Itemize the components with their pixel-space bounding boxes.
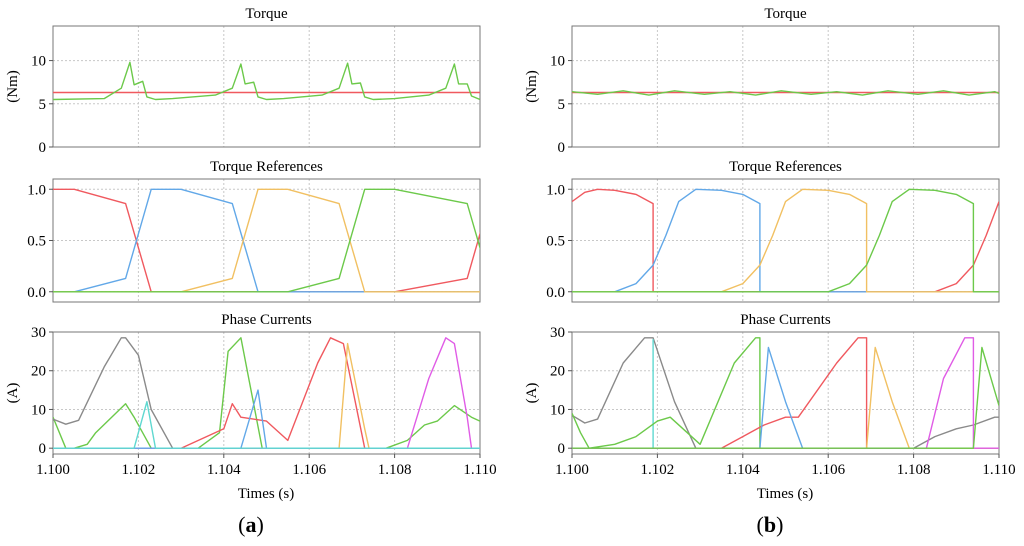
series-line-green [53,337,480,449]
chart-1: Torque References 0.0 0.5 1.0 [27,159,481,303]
y-tick-label: 10 [31,402,46,418]
x-axis-label-b: Times (s) [757,486,814,502]
chart-title: Phase Currents [740,312,831,328]
y-tick-label: 5 [558,97,566,113]
series-line-gray [572,337,999,449]
series-group [572,188,999,293]
y-tick-label: 0.5 [27,234,46,250]
x-tick-label: 1.102 [641,462,675,478]
series-group [572,90,999,96]
y-tick-label: 20 [31,364,46,380]
chart-0: Torque 0 5 10 (Nm) [5,6,481,156]
y-tick-label: 10 [31,54,46,70]
y-tick-label: 10 [550,402,565,418]
plot-frame [52,331,481,455]
series-group [53,188,480,293]
series-group [572,337,999,449]
series-line-green [53,61,480,101]
plot-frame [571,25,1000,148]
y-axis-label: (A) [5,383,21,404]
series-line-red [572,188,999,293]
x-tick-label: 1.100 [36,462,70,478]
x-tick-label: 1.106 [292,462,326,478]
y-tick-label: 5 [39,97,47,113]
panel-label-a: (a) [238,512,264,537]
x-tick-label: 1.104 [726,462,760,478]
chart-4: Torque References 0.0 0.5 1.0 [546,159,1000,303]
series-line-blue [572,188,999,293]
chart-title: Phase Currents [221,312,312,328]
chart-title: Torque References [729,159,842,175]
x-tick-label: 1.108 [897,462,931,478]
chart-title: Torque [245,6,288,22]
series-group [53,61,480,101]
series-line-green [53,188,480,293]
series-line-green [572,337,999,449]
series-line-blue [53,188,480,293]
x-tick-label: 1.108 [378,462,412,478]
y-tick-label: 0 [558,140,566,156]
series-line-orange [572,346,999,449]
y-tick-label: 30 [31,325,46,341]
y-tick-label: 20 [550,364,565,380]
x-tick-label: 1.110 [982,462,1015,478]
series-line-green [572,90,999,96]
x-tick-label: 1.104 [207,462,241,478]
y-tick-label: 30 [550,325,565,341]
series-line-green [572,188,999,293]
y-tick-label: 0.5 [546,234,565,250]
series-line-purple [572,337,999,449]
plot-frame [52,25,481,148]
series-group [53,337,480,449]
series-line-orange [53,188,480,293]
chart-title: Torque [764,6,807,22]
series-line-blue [572,346,999,449]
chart-2: Phase Currents 0 10 20 30 (A) 1.100 1.102 1.104 1… [5,312,497,478]
panel-b: Torque 0 5 10 (Nm) Torque References 0.0 0.5 1.0… [524,6,1016,478]
x-tick-label: 1.102 [122,462,156,478]
plot-frame [571,331,1000,455]
chart-5: Phase Currents 0 10 20 30 (A) 1.100 1.102 1.104 1… [524,312,1016,478]
y-tick-label: 10 [550,54,565,70]
y-tick-label: 0 [558,441,566,457]
y-tick-label: 0 [39,140,47,156]
series-line-red [572,337,999,449]
y-tick-label: 0 [39,441,47,457]
y-axis-label: (A) [524,383,540,404]
y-tick-label: 0.0 [27,285,46,301]
series-line-gray [53,337,480,449]
y-axis-label: (Nm) [524,70,540,103]
series-line-orange [572,188,999,293]
series-line-red [53,337,480,449]
x-tick-label: 1.100 [555,462,589,478]
series-line-green [572,346,999,449]
series-line-purple [53,337,480,449]
y-tick-label: 0.0 [546,285,565,301]
chart-title: Torque References [210,159,323,175]
series-line-cyan [53,401,480,449]
x-tick-label: 1.106 [811,462,845,478]
y-tick-label: 1.0 [27,182,46,198]
chart-3: Torque 0 5 10 (Nm) [524,6,1000,156]
panel-a: Torque 0 5 10 (Nm) Torque References 0.0 0.5 1.0… [5,6,497,478]
y-axis-label: (Nm) [5,70,21,103]
x-axis-label-a: Times (s) [238,486,295,502]
panel-label-b: (b) [757,512,784,537]
series-line-cyan [572,339,999,449]
y-tick-label: 1.0 [546,182,565,198]
x-tick-label: 1.110 [463,462,496,478]
